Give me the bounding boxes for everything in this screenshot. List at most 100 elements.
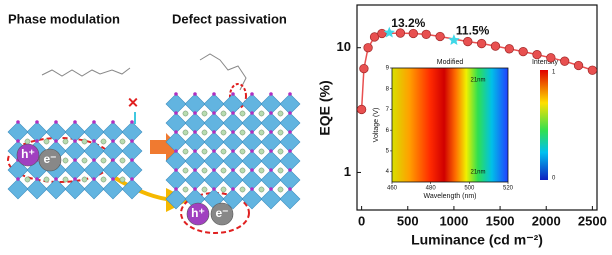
octahedron: [103, 141, 123, 161]
octahedron: [223, 170, 243, 190]
inset-annotation: 21nm: [470, 78, 485, 84]
cation: [202, 149, 207, 154]
cation: [63, 158, 68, 163]
atom: [16, 120, 20, 124]
data-point: [505, 45, 514, 54]
octahedron: [8, 179, 28, 199]
octahedron: [280, 113, 300, 133]
atom: [73, 158, 77, 162]
octahedron: [261, 94, 281, 114]
cation: [120, 139, 125, 144]
inset-x-tick-label: 500: [464, 186, 475, 192]
page: {"schematic": {"titles": ["Phase modulat…: [0, 0, 612, 250]
inset-y-label: Voltage (V): [373, 108, 380, 143]
data-point: [519, 47, 528, 56]
x-tick-label: 2000: [532, 213, 561, 228]
cation: [278, 149, 283, 154]
atom: [35, 139, 39, 143]
heatmap: [392, 68, 508, 182]
atom: [111, 158, 115, 162]
carrier-label: h⁺: [21, 147, 35, 161]
inset-x-tick-label: 520: [503, 186, 514, 192]
octahedron: [204, 113, 224, 133]
y-tick-label: 1: [344, 164, 351, 179]
octahedron: [84, 122, 104, 142]
atom: [269, 187, 273, 191]
cation: [221, 111, 226, 116]
atom: [231, 187, 235, 191]
panel-title: Defect passivation: [172, 11, 287, 26]
atom: [111, 177, 115, 181]
cation: [278, 111, 283, 116]
data-point: [560, 57, 569, 66]
atom: [231, 92, 235, 96]
octahedron: [280, 132, 300, 152]
octahedron: [204, 132, 224, 152]
atom: [288, 111, 292, 115]
octahedron: [84, 141, 104, 161]
data-point: [364, 43, 373, 52]
atom: [193, 92, 197, 96]
cation: [259, 168, 264, 173]
carrier-label: e⁻: [215, 206, 228, 220]
cation: [120, 158, 125, 163]
atom: [288, 130, 292, 134]
colorbar-tick: 0: [552, 176, 556, 182]
cation: [63, 177, 68, 182]
block-mark: ✕: [127, 95, 139, 111]
atom: [212, 149, 216, 153]
octahedron: [185, 113, 205, 133]
data-point: [357, 105, 366, 114]
octahedron: [103, 160, 123, 180]
data-point: [588, 66, 597, 75]
cation: [120, 177, 125, 182]
cation: [278, 187, 283, 192]
octahedron: [204, 94, 224, 114]
cation: [101, 139, 106, 144]
octahedron: [122, 141, 142, 161]
cation: [240, 187, 245, 192]
molecule: [42, 54, 246, 90]
atom: [288, 168, 292, 172]
inset-y-tick-label: 6: [386, 128, 390, 134]
octahedron: [185, 151, 205, 171]
cation: [44, 177, 49, 182]
cation: [44, 139, 49, 144]
data-point: [463, 37, 472, 46]
cation: [278, 168, 283, 173]
octahedron: [261, 132, 281, 152]
octahedron: [242, 132, 262, 152]
inset-y-tick-label: 5: [386, 148, 390, 154]
octahedron: [185, 132, 205, 152]
octahedron: [261, 170, 281, 190]
cation: [183, 130, 188, 135]
atom: [111, 139, 115, 143]
atom: [130, 120, 134, 124]
octahedron: [242, 113, 262, 133]
inset-x-tick-label: 480: [426, 186, 437, 192]
octahedron: [65, 122, 85, 142]
atom: [250, 130, 254, 134]
colorbar: [540, 70, 548, 180]
cation: [240, 111, 245, 116]
atom: [35, 120, 39, 124]
octahedron: [65, 141, 85, 161]
cation: [221, 149, 226, 154]
atom: [174, 130, 178, 134]
octahedron: [242, 170, 262, 190]
octahedron: [280, 170, 300, 190]
atom: [231, 130, 235, 134]
octahedron: [122, 122, 142, 142]
carrier-label: h⁺: [191, 206, 205, 220]
atom: [212, 187, 216, 191]
atom: [16, 177, 20, 181]
octahedron: [185, 170, 205, 190]
cation: [101, 158, 106, 163]
cation: [240, 130, 245, 135]
data-point: [396, 29, 405, 38]
octahedron: [280, 94, 300, 114]
y-tick-label: 10: [337, 39, 351, 54]
data-point: [574, 61, 583, 70]
octahedron: [204, 151, 224, 171]
atom: [16, 139, 20, 143]
